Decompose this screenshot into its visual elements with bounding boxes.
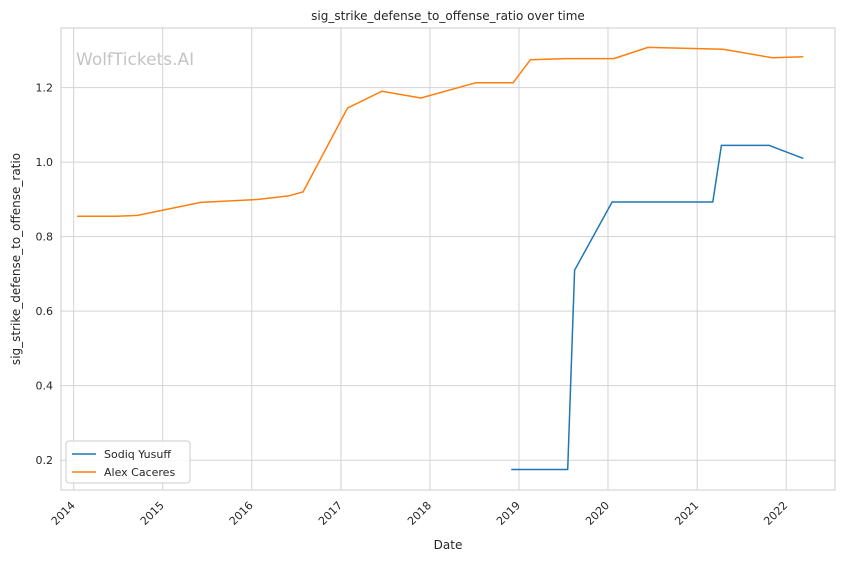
series-layer: [77, 46, 804, 471]
legend-items: Sodiq Yusuff Alex Caceres: [72, 448, 175, 479]
y-tick-label: 0.6: [36, 305, 54, 318]
legend: Sodiq Yusuff Alex Caceres: [65, 440, 191, 484]
legend-label: Alex Caceres: [104, 466, 175, 479]
y-tick-label: 0.2: [36, 454, 54, 467]
legend-label: Sodiq Yusuff: [104, 448, 171, 461]
x-axis-label: Date: [434, 538, 463, 552]
y-axis-label: sig_strike_defense_to_offense_ratio: [9, 153, 23, 365]
y-tick-label: 1.2: [36, 82, 54, 95]
watermark: WolfTickets.AI: [76, 50, 194, 70]
series-line-sodiq-yusuff: [511, 144, 804, 471]
y-tick-label: 1.0: [36, 156, 54, 169]
y-tick-label: 0.4: [36, 380, 54, 393]
y-tick-label: 0.8: [36, 231, 54, 244]
legend-box: [65, 440, 191, 484]
chart-title: sig_strike_defense_to_offense_ratio over…: [311, 9, 585, 23]
plot-frame: [60, 27, 836, 491]
grid-layer: [61, 28, 835, 490]
series-line-alex-caceres: [77, 46, 804, 217]
